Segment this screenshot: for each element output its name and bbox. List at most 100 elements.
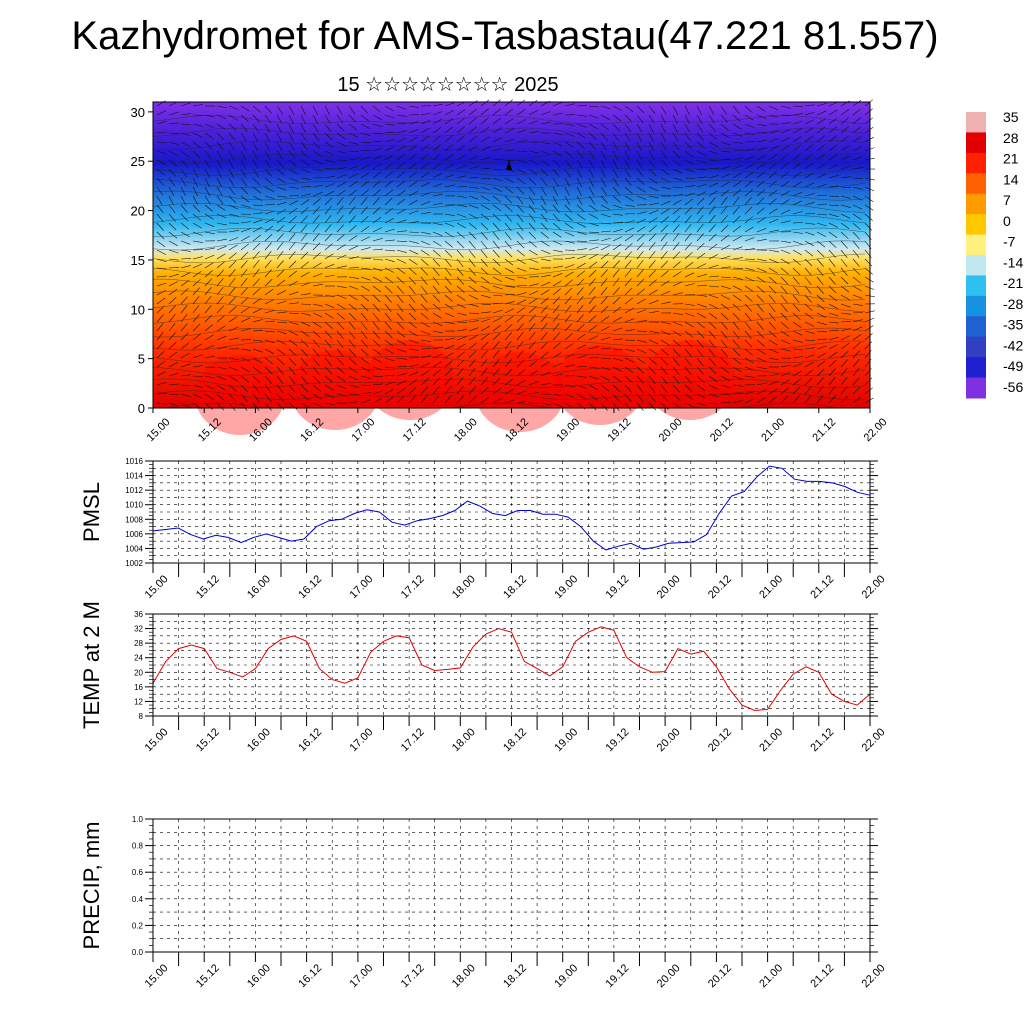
wind-barb xyxy=(552,288,561,296)
wind-barb xyxy=(540,177,548,187)
wind-barb xyxy=(456,285,465,293)
wind-barb xyxy=(732,164,743,170)
wind-barb xyxy=(684,233,692,242)
contour-line-10 xyxy=(152,278,866,289)
wind-barb xyxy=(672,292,683,296)
wind-barb xyxy=(780,276,789,285)
wind-barb xyxy=(852,396,861,404)
wind-barb xyxy=(408,136,418,143)
wind-barb xyxy=(576,262,586,269)
wind-barb xyxy=(204,270,213,278)
wind-barb xyxy=(384,348,395,354)
wind-barb xyxy=(828,109,838,116)
wind-barb xyxy=(492,309,503,314)
chart-title: Kazhydromet for AMS-Tasbastau(47.221 81.… xyxy=(71,14,939,58)
wind-barb xyxy=(720,173,731,179)
wind-barb xyxy=(492,267,502,275)
wind-barb xyxy=(372,237,383,242)
wind-barb xyxy=(360,123,371,129)
wind-barb xyxy=(648,330,659,334)
wind-barb xyxy=(684,206,693,215)
wind-barb xyxy=(672,312,683,315)
wind-barb xyxy=(228,230,239,233)
wind-barb xyxy=(864,204,874,211)
wind-barb xyxy=(804,127,814,134)
wind-barb xyxy=(696,176,707,179)
wind-barb xyxy=(420,339,431,342)
wind-barb xyxy=(180,288,189,296)
wind-barb xyxy=(396,171,405,179)
x-tick-label: 20.00 xyxy=(657,416,685,444)
wind-barb xyxy=(600,177,607,187)
wind-barb xyxy=(528,298,538,305)
wind-barb xyxy=(204,262,214,269)
y-tick-label: 25 xyxy=(131,154,145,169)
wind-barb xyxy=(588,324,598,332)
wind-barb xyxy=(756,105,766,112)
wind-barb xyxy=(612,338,623,341)
wind-barb xyxy=(336,123,345,132)
wind-barb xyxy=(792,356,803,359)
x-tick-label: 21.00 xyxy=(757,962,785,990)
wind-barb xyxy=(564,402,574,409)
wind-barb xyxy=(840,108,850,116)
wind-barb xyxy=(180,314,188,323)
wind-barb xyxy=(168,288,178,296)
wind-barb xyxy=(624,393,632,402)
wind-barb xyxy=(492,213,501,222)
wind-barb xyxy=(240,348,251,351)
wind-barb xyxy=(312,132,320,141)
wind-barb xyxy=(600,296,608,305)
wind-barb xyxy=(456,312,467,316)
wind-barb xyxy=(240,186,249,195)
colorbar-label: 21 xyxy=(1003,151,1019,167)
wind-barb xyxy=(324,132,333,141)
x-tick-label: 20.12 xyxy=(708,416,736,444)
precip-panel: 0.00.20.40.60.81.015.00 15.12 16.00 16.12 17… xyxy=(79,815,888,990)
wind-barb xyxy=(312,330,321,338)
wind-barb xyxy=(360,267,371,270)
wind-barb xyxy=(768,312,776,321)
wind-barb xyxy=(276,195,287,198)
wind-barb xyxy=(480,240,488,249)
wind-barb xyxy=(576,270,586,278)
wind-barb xyxy=(360,141,372,143)
wind-barb xyxy=(684,357,692,366)
wind-barb xyxy=(720,321,728,330)
wind-barb xyxy=(228,114,238,121)
wind-barb xyxy=(372,303,380,312)
wind-barb xyxy=(204,141,213,150)
x-tick-label: 19.00 xyxy=(552,573,580,601)
wind-barb xyxy=(528,314,537,323)
wind-barb xyxy=(696,312,706,319)
wind-barb xyxy=(744,180,753,188)
wind-barb xyxy=(516,276,527,279)
wind-barb xyxy=(372,227,383,233)
wind-barb xyxy=(720,285,731,290)
wind-barb xyxy=(612,168,619,178)
wind-barb xyxy=(276,132,282,143)
wind-barb xyxy=(804,172,814,179)
wind-barb xyxy=(648,384,656,393)
wind-barb xyxy=(192,271,202,278)
wind-barb xyxy=(840,222,850,229)
x-tick-label: 15.12 xyxy=(194,726,222,754)
wind-barb xyxy=(684,330,693,338)
wind-barb xyxy=(600,336,611,341)
wind-barb xyxy=(288,260,297,269)
wind-barb xyxy=(372,206,381,215)
wind-barb xyxy=(264,225,274,233)
wind-barb xyxy=(384,105,394,112)
x-tick-label: 15.00 xyxy=(143,962,171,990)
wind-barb xyxy=(612,213,623,216)
wind-barb xyxy=(744,171,754,179)
wind-barb xyxy=(384,389,395,395)
wind-barb xyxy=(432,276,440,285)
wind-barb xyxy=(528,370,538,377)
wind-barb xyxy=(216,195,224,205)
wind-barb xyxy=(792,330,803,336)
wind-barb xyxy=(192,123,203,127)
wind-barb xyxy=(480,294,491,299)
wind-barb xyxy=(636,141,642,152)
wind-barb xyxy=(864,333,873,341)
